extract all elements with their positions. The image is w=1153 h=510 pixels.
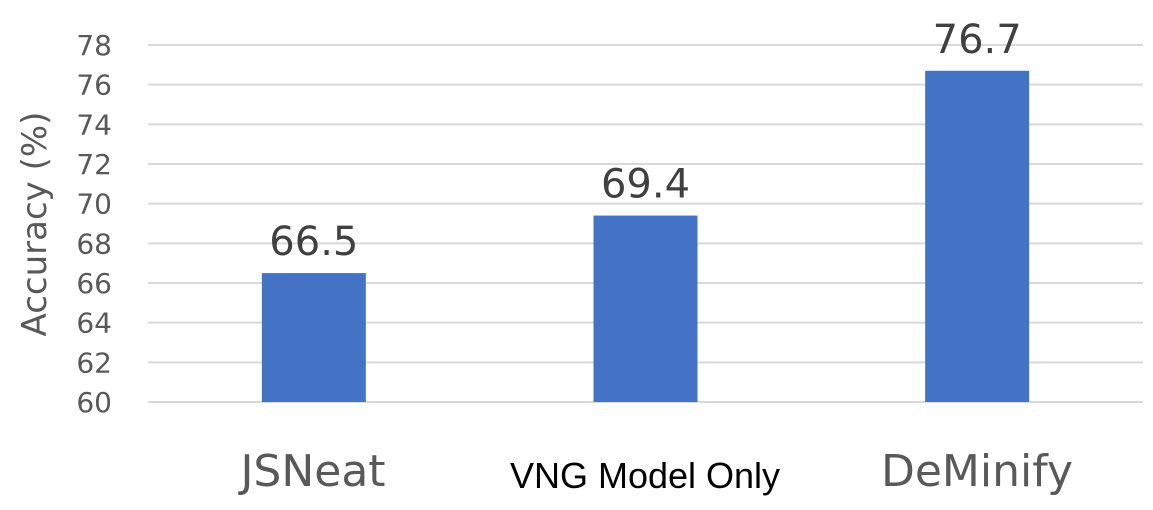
data-labels: 66.5 69.4 76.7 [269,17,1021,265]
x-tick-label: VNG Model Only [510,455,780,496]
y-tick-label: 60 [76,386,112,419]
y-tick-label: 74 [76,108,112,141]
bar [593,215,698,402]
data-label: 76.7 [933,17,1022,63]
y-tick-label: 70 [76,188,112,221]
y-tick-label: 76 [76,69,112,102]
y-tick-label: 62 [76,346,112,379]
y-tick-label: 78 [76,29,112,62]
y-axis-label: Accuracy (%) [15,112,55,337]
x-axis-ticks: JSNeat VNG Model Only DeMinify [237,446,1073,497]
y-tick-label: 66 [76,267,112,300]
y-axis-ticks: 60 62 64 66 68 70 72 74 76 78 [76,29,112,419]
x-tick-label: DeMinify [881,446,1073,497]
bars [261,70,1030,403]
y-tick-label: 64 [76,307,112,340]
data-label: 69.4 [601,162,690,208]
bar [261,273,366,402]
y-tick-label: 68 [76,227,112,260]
y-tick-label: 72 [76,148,112,181]
data-label: 66.5 [269,219,358,265]
bar [925,70,1030,403]
x-tick-label: JSNeat [237,446,385,497]
